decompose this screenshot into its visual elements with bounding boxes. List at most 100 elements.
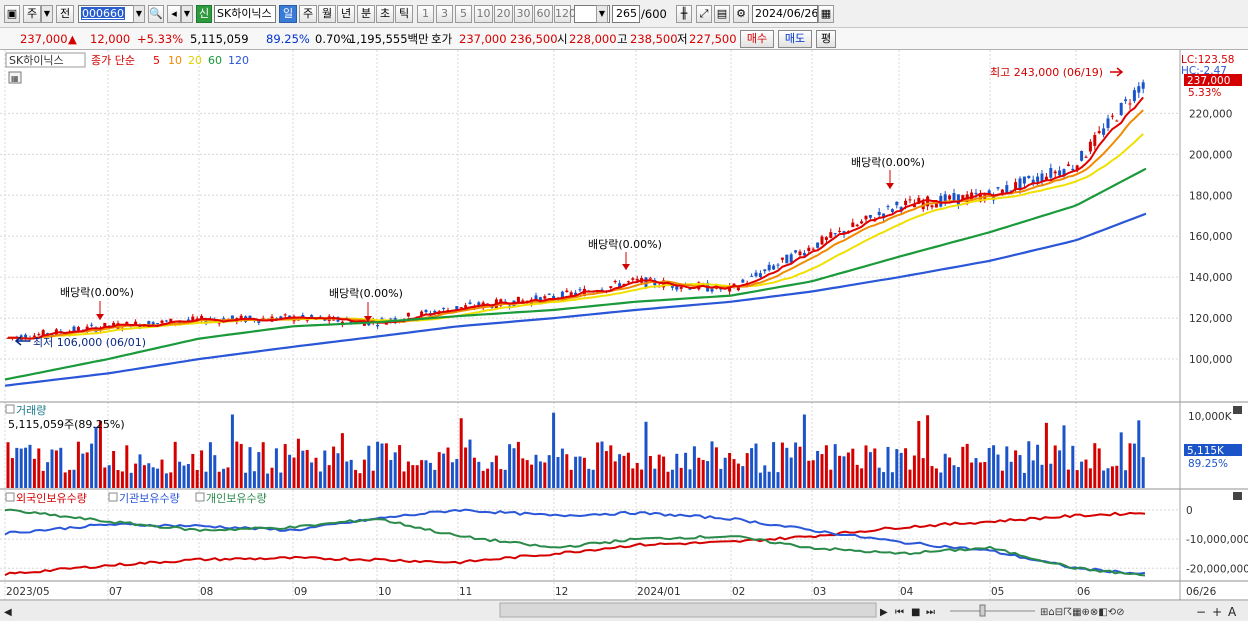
gear-icon[interactable]: ⚙ [733,5,749,23]
zoom-out-icon[interactable]: − [1196,605,1206,619]
candle-type-icon[interactable]: ╫ [676,5,692,23]
volume-bar [1084,459,1088,488]
auto-scale-icon[interactable]: A [1228,605,1237,619]
candle-body [1049,168,1053,178]
candle-body [763,269,767,272]
candle-body [112,322,116,327]
volume-bar [415,465,419,488]
num-3-button[interactable]: 3 [436,5,453,23]
ma120-line [4,212,1147,387]
stock-code-input[interactable]: 000660 [78,5,134,23]
volume-bar [499,469,503,488]
code-dropdown-icon[interactable]: ▼ [133,5,145,23]
draw-tool-icon[interactable]: ⤢ [696,5,712,23]
num-120-button[interactable]: 120 [554,5,576,23]
x-tick-label: 05 [991,586,1004,598]
speaker-dropdown-icon[interactable]: ▼ [181,5,193,23]
sell-button[interactable]: 매도 [778,30,812,48]
candle-body [785,254,789,264]
table-toggle-icon[interactable]: ▦ [11,74,19,83]
volume-bar [345,461,349,488]
date-input[interactable]: 2024/06/26 [752,5,818,23]
volume-bar [1141,457,1145,488]
volume-bar [437,452,441,488]
candle-body [961,195,965,202]
candle-body [1014,182,1018,190]
stock-name-field: SK하이닉스 [214,5,276,23]
volume-bar [376,441,380,488]
institution-holding-line [4,508,1146,575]
volume-bar [1053,445,1057,488]
volume-bar [186,463,190,488]
candle-body [860,221,864,224]
interval-day-button[interactable]: 일 [279,5,297,23]
volume-bar [90,443,94,488]
volume-bar [310,462,314,488]
open-label: 시 [557,32,568,46]
interval-tick-button[interactable]: 틱 [395,5,413,23]
period-button[interactable]: 주 [23,5,41,23]
num-30-button[interactable]: 30 [514,5,533,23]
volume-bar [81,453,85,488]
candle-body [635,278,639,281]
page-count-input[interactable]: 265 [612,5,640,23]
prev-button[interactable]: 전 [56,5,74,23]
speaker-icon[interactable]: ◂ [167,5,181,23]
change-value: 12,000 [90,32,131,46]
num-5-button[interactable]: 5 [455,5,472,23]
buy-button[interactable]: 매수 [740,30,774,48]
volume-bar [433,469,437,488]
volume-bar [472,457,476,488]
volume-bar [543,462,547,488]
num-60-button[interactable]: 60 [534,5,553,23]
volume-bar [983,462,987,488]
holdings-tick-label: -20,000,000 [1186,563,1248,575]
num-1-button[interactable]: 1 [417,5,434,23]
interval-month-button[interactable]: 월 [318,5,336,23]
zoom-in-icon[interactable]: + [1212,605,1222,619]
save-icon[interactable]: ▤ [714,5,730,23]
interval-minute-button[interactable]: 분 [357,5,375,23]
candle-body [1093,135,1097,146]
scroll-right-icon[interactable]: ▶ [880,607,888,618]
candle-body [230,315,234,320]
volume-bar [107,465,111,488]
legend-foreign: 외국인보유수량 [16,492,87,505]
chart-canvas[interactable]: 100,000 120,000 140,000 160,000 180,000 200,0… [0,50,1248,621]
candle-body [908,199,912,201]
window-menu-icon[interactable]: ▣ [4,5,20,23]
forward-icon[interactable]: ⏭ [926,607,935,618]
scroll-thumb[interactable] [499,602,877,618]
volume-bar [1000,470,1004,488]
high-arrow-icon [1110,67,1124,77]
interval-year-button[interactable]: 년 [337,5,355,23]
candle-body [380,318,384,320]
stop-icon[interactable]: ■ [911,607,920,618]
volume-bar [389,460,393,488]
volume-bar [675,453,679,488]
volume-bar [930,466,934,488]
scroll-left-icon[interactable]: ◀ [4,607,12,618]
volume-bar [147,463,151,488]
num-10-button[interactable]: 10 [474,5,493,23]
candle-body [41,330,45,337]
eval-button[interactable]: 평 [816,30,836,48]
calendar-icon[interactable]: ▦ [818,5,834,23]
candle-body [1084,156,1088,158]
num-20-button[interactable]: 20 [494,5,513,23]
volume-bar [1124,470,1128,488]
candle-body [125,321,129,324]
custom-interval-dropdown-icon[interactable]: ▼ [596,5,608,23]
period-dropdown-icon[interactable]: ▼ [41,5,53,23]
zoom-slider-handle[interactable] [979,604,986,617]
x-tick-label: 12 [555,586,568,598]
search-icon[interactable]: 🔍 [148,5,164,23]
volume-bar [428,462,432,488]
interval-second-button[interactable]: 초 [376,5,394,23]
volume-bar [208,442,212,488]
candle-body [970,192,974,200]
interval-week-button[interactable]: 주 [299,5,317,23]
rewind-icon[interactable]: ⏮ [895,607,904,618]
tool-icons-group[interactable]: ⊞⌂⊟☈▦⊕⊗◧⟲⊘ [1040,607,1124,618]
volume-bar [904,448,908,488]
